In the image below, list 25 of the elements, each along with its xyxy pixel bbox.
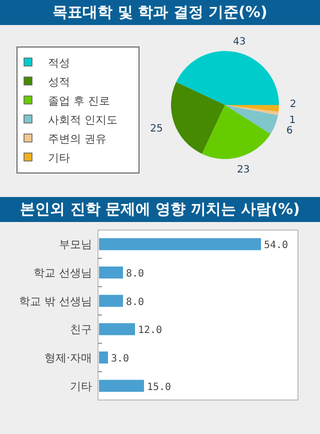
y-tick-label: 학교 밖 선생님 [19, 294, 92, 308]
chart-title: 목표대학 및 학과 결정 기준(%) [0, 0, 320, 25]
data-label: 3.0 [111, 354, 130, 364]
data-label: 54.0 [264, 240, 288, 252]
data-label: 23 [237, 164, 250, 176]
chart-title: 본인외 진학 문제에 영향 끼치는 사람(%) [0, 197, 320, 222]
data-label: 15.0 [147, 382, 172, 393]
legend-label: 주변의 권유 [48, 132, 106, 146]
data-label: 25 [150, 123, 163, 134]
legend-label: 성적 [48, 76, 70, 88]
data-label: 2 [290, 99, 296, 110]
data-label: 12.0 [138, 325, 162, 336]
y-tick-label: 기타 [70, 380, 92, 393]
data-label: 6 [286, 125, 293, 136]
y-tick-label: 학교 선생님 [34, 266, 92, 280]
legend-label: 적성 [48, 56, 70, 70]
data-label: 8.0 [126, 296, 144, 308]
data-label: 43 [233, 36, 246, 48]
data-label: 8.0 [126, 268, 144, 280]
y-tick-label: 친구 [70, 323, 92, 336]
legend-label: 졸업 후 진로 [48, 94, 110, 108]
data-label: 1 [289, 115, 296, 126]
legend-label: 사회적 인지도 [48, 114, 118, 126]
y-tick-label: 부모님 [59, 238, 92, 252]
y-tick-label: 형제·자매 [44, 352, 92, 364]
